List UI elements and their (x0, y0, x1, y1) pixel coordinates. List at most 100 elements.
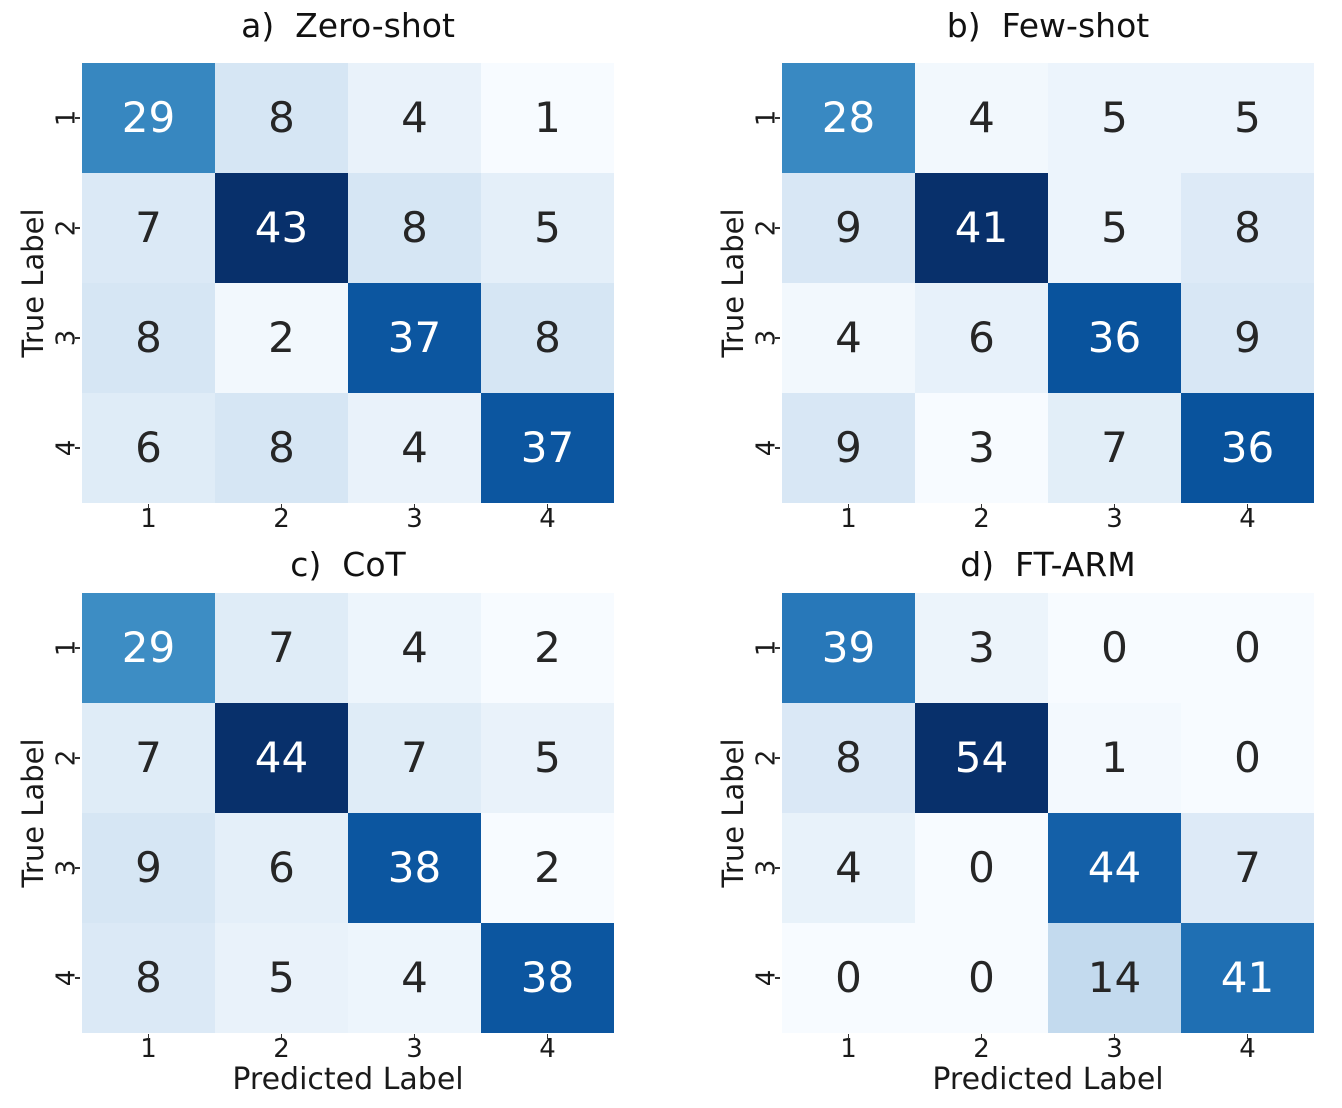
cell-value: 41 (954, 203, 1009, 252)
matrix-cell: 8 (481, 283, 614, 393)
matrix-cell: 44 (215, 703, 348, 813)
x-tick-mark (1113, 504, 1116, 509)
x-tick-mark (847, 1034, 850, 1039)
cell-value: 28 (821, 93, 876, 142)
matrix-cell: 37 (481, 393, 614, 503)
cell-value: 36 (1087, 313, 1142, 362)
x-tick-label: 4 (1239, 1034, 1256, 1064)
cell-value: 5 (1234, 93, 1261, 142)
cell-value: 36 (1220, 423, 1275, 472)
cell-value: 37 (520, 423, 575, 472)
cell-value: 8 (268, 93, 295, 142)
matrix-cell: 36 (1181, 393, 1314, 503)
cell-value: 7 (401, 733, 428, 782)
matrix-cell: 38 (481, 923, 614, 1033)
matrix-cell: 8 (1181, 173, 1314, 283)
matrix-cell: 36 (1048, 283, 1181, 393)
matrix-cell: 5 (215, 923, 348, 1033)
y-tick-mark (75, 867, 80, 869)
cell-value: 8 (401, 203, 428, 252)
heatmap-c: 29 7 4 2 7 44 7 5 9 6 38 2 8 5 4 38 (82, 593, 614, 1033)
y-axis-label: True Label (16, 208, 50, 358)
x-tick-label: 3 (406, 504, 423, 534)
matrix-cell: 3 (915, 593, 1048, 703)
panel-b-title: b) Few-shot (946, 6, 1150, 45)
y-tick-mark (75, 647, 80, 649)
x-axis-label: Predicted Label (232, 1062, 464, 1097)
matrix-cell: 29 (82, 63, 215, 173)
x-tick-mark (546, 1034, 549, 1039)
matrix-cell: 6 (215, 813, 348, 923)
x-tick-mark (980, 504, 983, 509)
matrix-cell: 1 (1048, 703, 1181, 813)
cell-value: 14 (1087, 953, 1142, 1002)
cell-value: 0 (968, 953, 995, 1002)
y-tick-mark (775, 337, 780, 339)
cell-value: 4 (835, 313, 862, 362)
x-tick-labels: 1 2 3 4 (82, 506, 614, 532)
cell-value: 9 (835, 203, 862, 252)
cell-value: 5 (1101, 93, 1128, 142)
x-tick-label: 1 (140, 1034, 157, 1064)
matrix-cell: 29 (82, 593, 215, 703)
matrix-cell: 41 (915, 173, 1048, 283)
matrix-cell: 6 (82, 393, 215, 503)
cell-value: 3 (968, 623, 995, 672)
x-tick-mark (546, 504, 549, 509)
matrix-cell: 4 (348, 393, 481, 503)
cell-value: 2 (268, 313, 295, 362)
cell-value: 0 (1234, 733, 1261, 782)
x-tick-label: 4 (1239, 504, 1256, 534)
matrix-cell: 0 (915, 813, 1048, 923)
matrix-cell: 14 (1048, 923, 1181, 1033)
matrix-cell: 1 (481, 63, 614, 173)
cell-value: 1 (1101, 733, 1128, 782)
matrix-cell: 41 (1181, 923, 1314, 1033)
matrix-cell: 9 (782, 393, 915, 503)
cell-value: 54 (954, 733, 1009, 782)
matrix-cell: 4 (782, 283, 915, 393)
cell-value: 4 (968, 93, 995, 142)
x-tick-label: 3 (406, 1034, 423, 1064)
matrix-cell: 0 (1181, 593, 1314, 703)
cell-value: 9 (1234, 313, 1261, 362)
y-tick-mark (75, 757, 80, 759)
y-axis-label: True Label (716, 738, 750, 888)
matrix-cell: 7 (82, 703, 215, 813)
panel-d-title: d) FT-ARM (960, 545, 1136, 584)
y-tick-mark (75, 227, 80, 229)
heatmap-b: 28 4 5 5 9 41 5 8 4 6 36 9 9 3 7 36 (782, 63, 1314, 503)
x-tick-label: 2 (973, 1034, 990, 1064)
cell-value: 4 (401, 623, 428, 672)
cell-value: 38 (520, 953, 575, 1002)
cell-value: 41 (1220, 953, 1275, 1002)
matrix-cell: 8 (215, 63, 348, 173)
cell-value: 4 (401, 93, 428, 142)
x-tick-label: 2 (973, 504, 990, 534)
subplot-c: c) CoT True Label 1 2 3 4 29 7 4 2 7 44 7 5 9 6 38 2 8 5… (0, 545, 671, 1108)
cell-value: 8 (135, 953, 162, 1002)
cell-value: 8 (268, 423, 295, 472)
matrix-cell: 4 (348, 63, 481, 173)
x-tick-labels: 1 2 3 4 (82, 1036, 614, 1062)
matrix-cell: 37 (348, 283, 481, 393)
cell-value: 6 (268, 843, 295, 892)
matrix-cell: 4 (915, 63, 1048, 173)
panel-c-title: c) CoT (290, 545, 406, 584)
x-tick-mark (147, 1034, 150, 1039)
cell-value: 37 (387, 313, 442, 362)
cell-value: 5 (534, 733, 561, 782)
matrix-cell: 2 (481, 813, 614, 923)
cell-value: 38 (387, 843, 442, 892)
cell-value: 8 (835, 733, 862, 782)
cell-value: 8 (534, 313, 561, 362)
cell-value: 29 (121, 93, 176, 142)
cell-value: 44 (254, 733, 309, 782)
matrix-cell: 28 (782, 63, 915, 173)
y-tick-mark (775, 867, 780, 869)
matrix-cell: 39 (782, 593, 915, 703)
matrix-cell: 5 (481, 703, 614, 813)
